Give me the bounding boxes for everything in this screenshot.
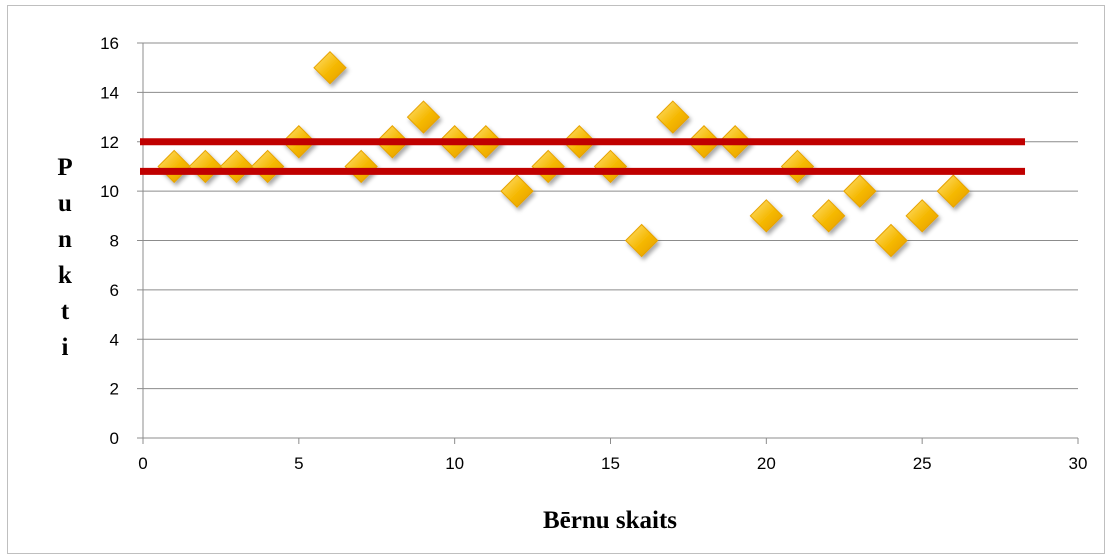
y-axis-label-letter: k <box>58 262 72 289</box>
y-tick-label: 6 <box>110 281 119 300</box>
x-tick-label: 30 <box>1069 454 1088 473</box>
x-axis-label: Bērnu skaits <box>543 507 677 534</box>
data-point <box>624 223 659 258</box>
x-tick-label: 25 <box>913 454 932 473</box>
y-axis-label-letter: i <box>61 334 69 361</box>
x-tick-label: 10 <box>445 454 464 473</box>
data-point <box>811 199 846 233</box>
data-point <box>593 149 628 184</box>
x-tick-label: 5 <box>294 454 303 473</box>
data-point <box>188 149 223 184</box>
data-point <box>406 100 441 134</box>
y-tick-label: 16 <box>100 34 119 53</box>
data-point <box>250 149 285 184</box>
y-tick-labels: 0 2 4 6 8 10 12 14 16 <box>100 34 119 448</box>
y-tick-label: 12 <box>100 133 119 152</box>
x-tick-labels: 0 5 10 15 20 25 30 <box>138 454 1087 473</box>
y-axis-label-letter: P <box>57 154 73 181</box>
data-point <box>874 223 908 258</box>
y-tick-label: 4 <box>110 330 119 349</box>
data-point <box>749 199 784 233</box>
y-tick-label: 0 <box>110 429 119 448</box>
y-axis-label-letter: t <box>60 298 70 325</box>
y-tick-label: 2 <box>110 380 119 399</box>
y-tick-label: 14 <box>100 83 119 102</box>
y-axis-label-letter: u <box>58 190 72 217</box>
axes <box>137 42 1079 444</box>
data-point <box>157 149 191 184</box>
data-point <box>500 174 534 208</box>
reference-lines <box>140 138 1026 175</box>
data-point <box>344 149 378 184</box>
data-point <box>936 174 971 208</box>
data-point <box>780 149 815 184</box>
data-point <box>313 50 347 85</box>
data-point <box>656 100 690 134</box>
x-tick-label: 15 <box>601 454 620 473</box>
chart-frame <box>7 5 1105 554</box>
x-tick-label: 0 <box>138 454 147 473</box>
y-tick-label: 8 <box>110 232 119 251</box>
y-axis-label-letter: n <box>58 226 72 253</box>
data-point <box>905 199 939 233</box>
data-point <box>531 149 565 184</box>
y-tick-label: 10 <box>100 182 119 201</box>
data-point <box>843 174 877 208</box>
data-point <box>219 149 254 184</box>
data-points <box>157 50 971 258</box>
x-tick-label: 20 <box>757 454 776 473</box>
